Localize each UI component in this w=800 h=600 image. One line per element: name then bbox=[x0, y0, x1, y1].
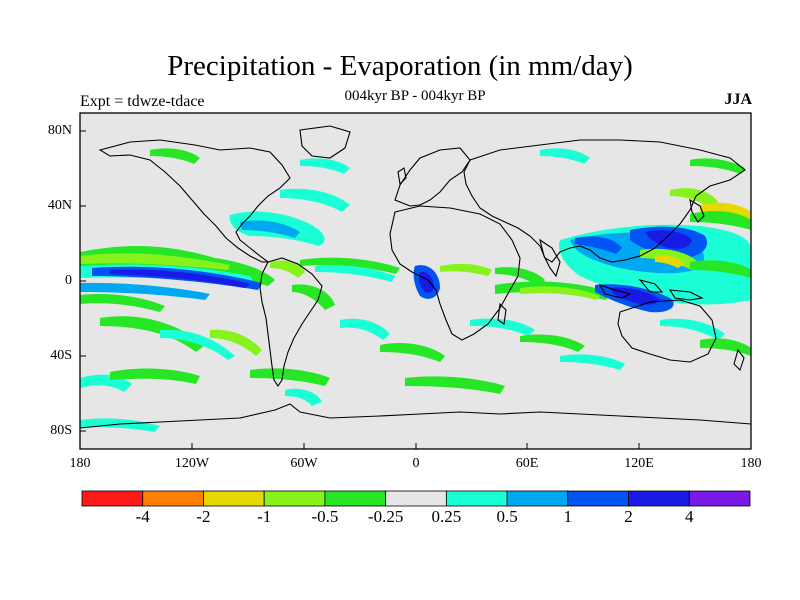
coast-new-zealand bbox=[733, 348, 745, 372]
coast-indonesia-1 bbox=[598, 284, 632, 299]
contour-fields bbox=[80, 148, 751, 432]
coast-south-america bbox=[259, 257, 323, 387]
contour-green-east-africa bbox=[495, 267, 545, 286]
contour-darkblue-pacific-itcz bbox=[110, 269, 250, 288]
coast-uk bbox=[397, 167, 407, 186]
colorbar-label: 0.25 bbox=[431, 507, 462, 526]
contour-cyan-sw-indian bbox=[470, 318, 535, 336]
coast-asia bbox=[463, 139, 746, 263]
experiment-label: Expt = tdwze-tdace bbox=[80, 93, 205, 110]
coast-india bbox=[539, 238, 561, 278]
lon-label-60w: 60W bbox=[290, 456, 318, 471]
contour-cyan-n-atlantic bbox=[300, 158, 350, 174]
colorbar-box-0 bbox=[81, 490, 144, 507]
lon-label-180e: 180 bbox=[740, 456, 762, 471]
plot-title: Precipitation - Evaporation (in mm/day) bbox=[167, 50, 633, 82]
lat-label-80s: 80S bbox=[50, 423, 72, 438]
contour-green-southern-ocean-2 bbox=[250, 368, 330, 386]
contour-yellow-philippine-sea bbox=[655, 255, 684, 268]
contour-green-spcz bbox=[100, 316, 205, 352]
plot-subtitle: 004kyr BP - 004kyr BP bbox=[344, 88, 486, 104]
coast-indonesia-2 bbox=[638, 279, 664, 293]
contour-green-tasman bbox=[700, 338, 751, 356]
contour-green-japan-region bbox=[670, 188, 718, 208]
lat-label-40n: 40N bbox=[47, 198, 72, 213]
lat-label-80n: 80N bbox=[47, 123, 72, 138]
colorbar-label: 0.5 bbox=[496, 507, 518, 526]
contour-green-nw-pacific bbox=[690, 211, 751, 230]
coast-antarctica bbox=[80, 403, 751, 429]
colorbar-label: -4 bbox=[135, 507, 150, 526]
colorbar-label: 4 bbox=[685, 507, 694, 526]
contour-cyan-spcz bbox=[160, 329, 235, 360]
map-ticks bbox=[79, 130, 752, 449]
contour-yellowgreen-pacific bbox=[80, 253, 230, 270]
coast-new-guinea bbox=[668, 289, 704, 301]
colorbar-label: -2 bbox=[196, 507, 211, 526]
colorbar-box-8 bbox=[567, 490, 629, 507]
colorbar-box-9 bbox=[628, 490, 690, 507]
contour-cyan-australia-e bbox=[660, 318, 725, 340]
contour-lightblue-pacific-south bbox=[80, 282, 210, 300]
contour-green-s-indian bbox=[520, 334, 585, 352]
coast-japan bbox=[689, 198, 705, 223]
contour-green-sahel bbox=[440, 263, 492, 276]
colorbar-box-1 bbox=[142, 490, 204, 507]
colorbar-box-7 bbox=[506, 490, 569, 507]
coastlines bbox=[80, 125, 751, 429]
coast-australia bbox=[617, 299, 717, 363]
colorbar bbox=[81, 490, 751, 507]
contour-green-north-america bbox=[150, 148, 200, 164]
coast-greenland bbox=[299, 125, 351, 159]
lon-label-60e: 60E bbox=[515, 456, 539, 471]
contour-cyan-atlantic-n bbox=[280, 188, 350, 212]
contour-blue-bay-bengal bbox=[575, 236, 622, 254]
contour-green-w-pacific-east bbox=[690, 260, 751, 278]
lat-label-0: 0 bbox=[65, 273, 72, 288]
contour-darkblue-west-pacific bbox=[645, 230, 692, 249]
lon-label-180w: 180 bbox=[69, 456, 91, 471]
contour-cyan-s-indian bbox=[560, 354, 625, 370]
contour-lightblue-caribbean bbox=[240, 220, 300, 238]
colorbar-box-3 bbox=[263, 490, 326, 507]
contour-green-ne-pacific bbox=[690, 158, 745, 174]
colorbar-label: -0.5 bbox=[311, 507, 339, 526]
coast-europe bbox=[394, 147, 471, 207]
colorbar-box-4 bbox=[324, 490, 387, 507]
contour-cyan-drake bbox=[285, 388, 322, 406]
coast-madagascar bbox=[497, 302, 507, 325]
contour-green-southern-ocean-1 bbox=[110, 368, 200, 384]
colorbar-label: -1 bbox=[257, 507, 272, 526]
contour-green-amazon bbox=[270, 260, 305, 278]
lat-label-40s: 40S bbox=[50, 348, 72, 363]
contour-green-southern-ocean-3 bbox=[405, 376, 505, 394]
contour-green-pacific-south bbox=[80, 294, 165, 312]
contour-green-atlantic-itcz bbox=[300, 257, 400, 274]
coast-north-america bbox=[98, 139, 291, 263]
colorbar-box-5 bbox=[385, 490, 447, 507]
contour-cyan-south-pacific-far bbox=[80, 418, 160, 432]
colorbar-box-2 bbox=[203, 490, 265, 507]
lon-label-120w: 120W bbox=[174, 456, 210, 471]
colorbar-box-10 bbox=[688, 490, 751, 507]
colorbar-box-6 bbox=[445, 490, 508, 507]
contour-yellowgreen-indian-ocean bbox=[520, 286, 600, 300]
colorbar-label: 1 bbox=[563, 507, 573, 526]
colorbar-label: 2 bbox=[624, 507, 633, 526]
coast-africa bbox=[389, 205, 521, 341]
contour-cyan-s-atlantic bbox=[340, 318, 390, 340]
lon-label-120e: 120E bbox=[624, 456, 654, 471]
contour-green-brazil bbox=[292, 284, 335, 310]
contour-cyan-siberia bbox=[540, 148, 590, 164]
colorbar-label: -0.25 bbox=[367, 507, 404, 526]
contour-green-s-atlantic bbox=[380, 343, 445, 362]
contour-cyan-atlantic-itcz bbox=[315, 265, 395, 282]
season-label: JJA bbox=[724, 91, 752, 108]
contour-green-se-pacific bbox=[210, 329, 262, 356]
lon-label-0: 0 bbox=[412, 456, 420, 471]
